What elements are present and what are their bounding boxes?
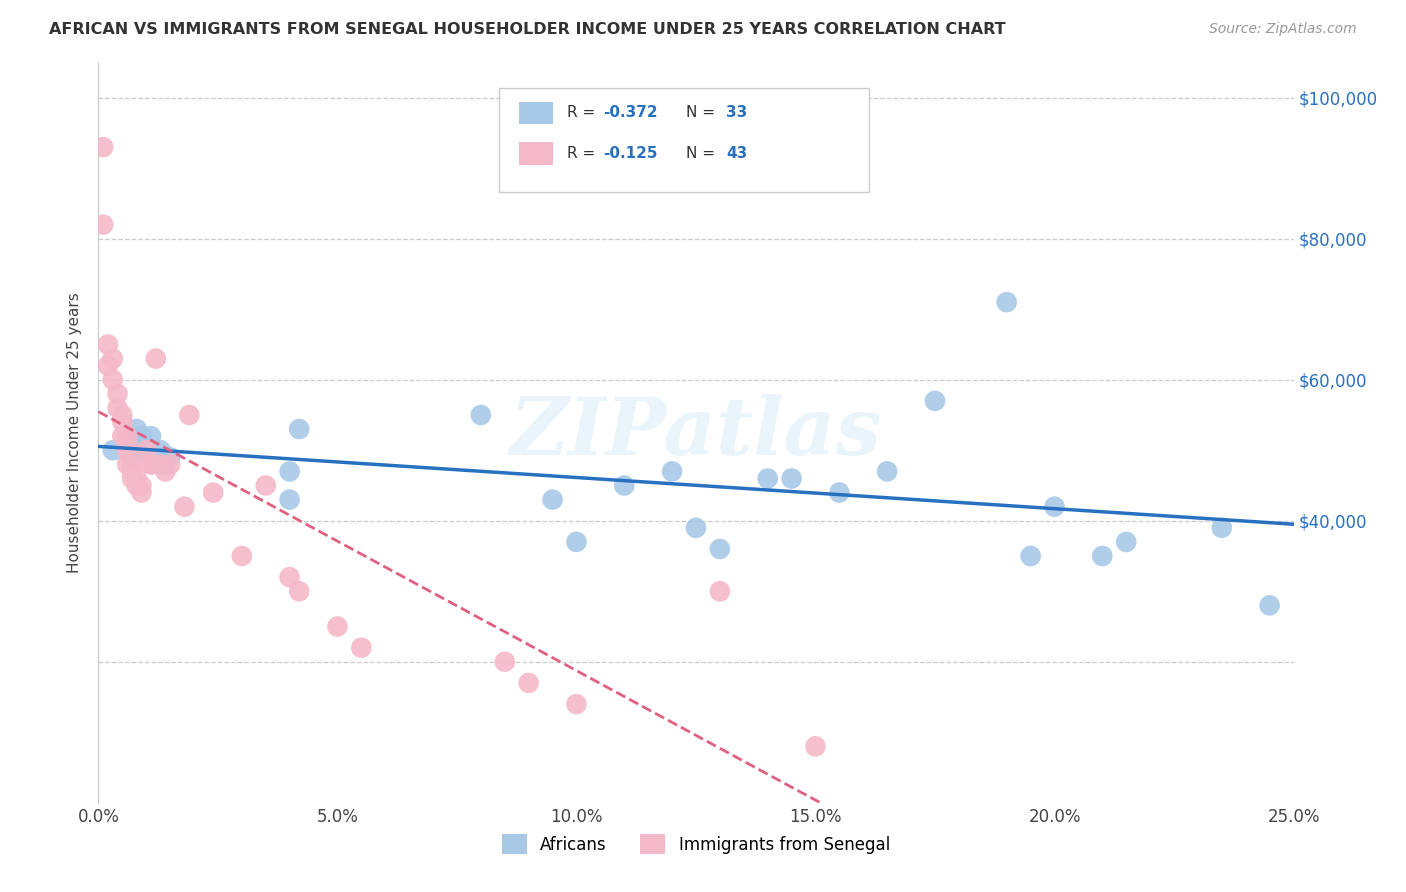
Point [115,436,138,450]
Point [924,393,946,408]
Point [145,351,167,366]
Text: 43: 43 [725,146,747,161]
Point [876,464,898,478]
Point [101,443,124,458]
Text: ZIPatlas: ZIPatlas [510,394,882,471]
Point [139,458,162,472]
Point [541,492,564,507]
Point [111,415,134,429]
Text: -0.125: -0.125 [603,146,657,161]
Point [661,464,683,478]
Point [159,458,181,472]
Point [350,640,373,655]
Point [780,471,803,485]
Legend: Africans, Immigrants from Senegal: Africans, Immigrants from Senegal [495,828,897,861]
Point [288,422,311,436]
Point [565,535,588,549]
Text: N =: N = [686,105,720,120]
Point [1211,521,1233,535]
Text: AFRICAN VS IMMIGRANTS FROM SENEGAL HOUSEHOLDER INCOME UNDER 25 YEARS CORRELATION: AFRICAN VS IMMIGRANTS FROM SENEGAL HOUSE… [49,22,1005,37]
Point [107,387,129,401]
Point [125,471,148,485]
Point [709,541,731,556]
Point [254,478,277,492]
Point [709,584,731,599]
Point [149,458,172,472]
Point [121,471,143,485]
Point [1115,535,1137,549]
Point [288,584,311,599]
Point [828,485,851,500]
Point [149,443,172,458]
Y-axis label: Householder Income Under 25 years: Householder Income Under 25 years [66,293,82,573]
Point [111,408,134,422]
Point [1091,549,1114,563]
Point [125,436,148,450]
Point [278,464,301,478]
Point [139,429,162,443]
Point [131,485,153,500]
Point [278,570,301,584]
Point [804,739,827,754]
Point [135,443,157,458]
FancyBboxPatch shape [499,88,869,192]
FancyBboxPatch shape [519,143,553,165]
Point [107,401,129,415]
Point [159,450,181,465]
Point [1019,549,1042,563]
Point [231,549,253,563]
Point [131,429,153,443]
Text: Source: ZipAtlas.com: Source: ZipAtlas.com [1209,22,1357,37]
Point [1043,500,1066,514]
Point [155,458,177,472]
Text: -0.372: -0.372 [603,105,658,120]
Point [101,351,124,366]
Point [494,655,516,669]
Point [121,464,143,478]
Point [278,492,301,507]
Point [131,478,153,492]
Point [91,218,114,232]
Point [125,478,148,492]
Point [565,697,588,711]
Point [115,458,138,472]
Point [995,295,1018,310]
Point [121,450,143,465]
Point [326,619,349,633]
Point [97,337,120,351]
FancyBboxPatch shape [519,102,553,124]
Point [173,500,195,514]
Point [470,408,492,422]
Point [97,359,120,373]
Point [139,458,162,472]
Point [149,458,172,472]
Point [1258,599,1281,613]
Point [202,485,225,500]
Point [115,429,138,443]
Point [179,408,201,422]
Point [155,464,177,478]
Text: R =: R = [567,105,600,120]
Point [517,676,540,690]
Point [135,443,157,458]
Point [685,521,707,535]
Point [121,458,143,472]
Point [115,443,138,458]
Text: N =: N = [686,146,720,161]
Point [101,373,124,387]
Point [111,429,134,443]
Point [613,478,636,492]
Point [125,422,148,436]
Text: R =: R = [567,146,600,161]
Text: 33: 33 [725,105,747,120]
Point [756,471,779,485]
Point [91,140,114,154]
